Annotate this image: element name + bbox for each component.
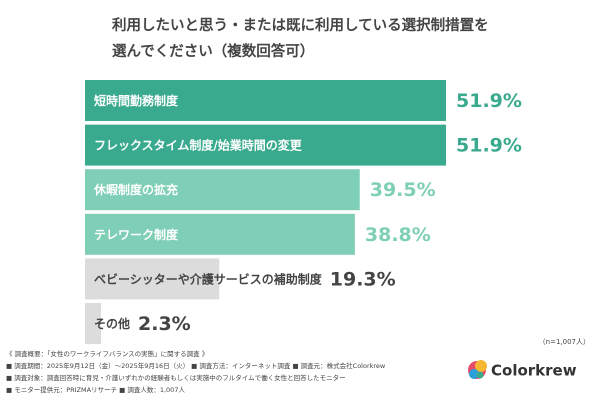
category-label: その他 bbox=[94, 316, 130, 331]
brand-name: Colorkrew bbox=[491, 362, 577, 380]
bar bbox=[85, 213, 355, 255]
category-label: ベビーシッターや介護サービスの補助制度 bbox=[94, 271, 323, 286]
chart-title: 利用したいと思う・または既に利用している選択制措置を bbox=[112, 16, 489, 34]
category-label: 休暇制度の拡充 bbox=[93, 182, 178, 197]
value-label: 2.3% bbox=[138, 313, 191, 335]
bar bbox=[85, 169, 360, 211]
footnote: ■ 調査期間：2025年9月12日（金）～2025年9月16日（火） ■ 調査方… bbox=[6, 361, 386, 370]
logo-shape bbox=[469, 369, 479, 379]
value-label: 19.3% bbox=[330, 268, 396, 290]
value-label: 51.9% bbox=[456, 90, 522, 112]
chart-title: 選んでください（複数回答可） bbox=[112, 42, 314, 60]
logo-shape bbox=[476, 371, 484, 379]
brand-logo bbox=[468, 360, 487, 379]
category-label: フレックスタイム制度/始業時間の変更 bbox=[94, 138, 303, 153]
sample-note: （n=1,007人） bbox=[539, 338, 590, 346]
footnote: ■ モニター提供元：PRIZMAリサーチ ■ 調査人数：1,007人 bbox=[6, 385, 185, 394]
bar bbox=[85, 124, 446, 166]
footnote: 《 調査概要：「女性のワークライフバランスの実態」に関する調査 》 bbox=[6, 349, 208, 358]
value-label: 38.8% bbox=[365, 224, 431, 246]
value-label: 39.5% bbox=[370, 179, 436, 201]
footnote: ■ 調査対象：調査回答時に育児・介護いずれかの経験者もしくは実施中のフルタイムで… bbox=[6, 373, 346, 382]
value-label: 51.9% bbox=[456, 135, 522, 157]
bar bbox=[85, 258, 220, 300]
bar bbox=[85, 80, 446, 121]
category-label: テレワーク制度 bbox=[94, 227, 179, 242]
bar bbox=[85, 303, 101, 344]
logo-shape bbox=[475, 360, 487, 372]
category-label: 短時間勤務制度 bbox=[94, 93, 179, 108]
